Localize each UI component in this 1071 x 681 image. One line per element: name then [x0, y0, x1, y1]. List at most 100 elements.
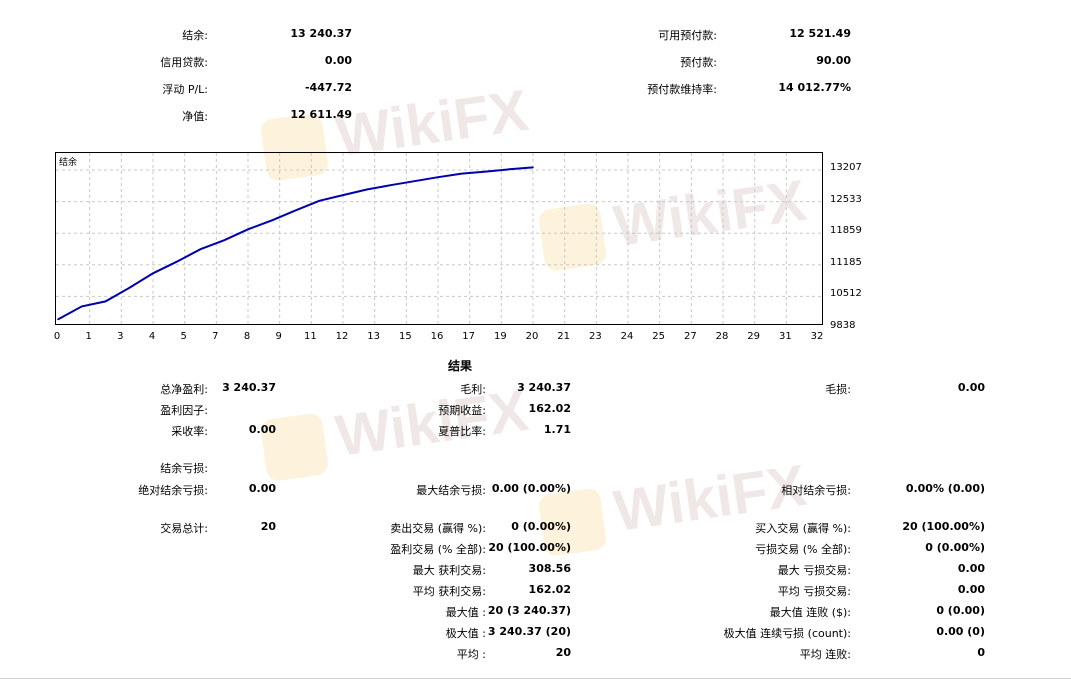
- result-value: 0.00 (0): [936, 625, 985, 638]
- summary-label: 信用贷款:: [160, 56, 208, 69]
- summary-label: 可用预付款:: [658, 29, 717, 42]
- x-tick-label: 20: [525, 331, 539, 342]
- balance-point: [152, 272, 154, 275]
- summary-label: 预付款:: [680, 56, 717, 69]
- result-label: 亏损交易 (% 全部):: [755, 543, 851, 556]
- result-label: 盈利因子:: [160, 404, 208, 417]
- y-tick-label: 11185: [830, 256, 862, 268]
- x-tick-label: 25: [652, 331, 666, 342]
- balance-point: [175, 260, 178, 263]
- y-tick-label: 11859: [830, 225, 862, 237]
- balance-point: [413, 180, 416, 182]
- result-label: 卖出交易 (赢得 %):: [390, 522, 486, 535]
- result-label: 极大值 连续亏损 (count):: [723, 627, 851, 640]
- balance-point: [294, 209, 297, 212]
- result-label: 平均 连败:: [799, 648, 851, 661]
- x-tick-label: 8: [243, 331, 251, 342]
- x-tick-label: 5: [180, 331, 187, 342]
- summary-value: 13 240.37: [290, 27, 352, 40]
- balance-point: [508, 168, 511, 171]
- y-tick-label: 10512: [830, 288, 862, 300]
- result-value: 0.00% (0.00): [905, 482, 985, 495]
- result-value: 20: [555, 646, 571, 659]
- balance-chart: 结余: [55, 152, 823, 325]
- summary-value: 14 012.77%: [778, 81, 851, 94]
- balance-point: [437, 176, 439, 179]
- result-value: 0 (0.00): [936, 604, 985, 617]
- result-value: 3 240.37 (20): [487, 625, 571, 638]
- summary-value: 0.00: [324, 54, 352, 67]
- x-tick-label: 19: [493, 331, 507, 342]
- result-label: 平均 :: [456, 648, 486, 661]
- result-label: 夏普比率:: [438, 425, 486, 438]
- x-tick-label: 28: [715, 331, 729, 342]
- summary-label: 浮动 P/L:: [162, 83, 208, 96]
- result-label: 采收率:: [171, 425, 208, 438]
- balance-point: [104, 300, 107, 303]
- x-tick-label: 13: [367, 331, 381, 342]
- x-tick-label: 7: [212, 331, 219, 342]
- y-tick-label: 9838: [830, 320, 856, 331]
- result-value: 3 240.37: [517, 381, 571, 394]
- x-tick-label: 29: [747, 331, 761, 342]
- summary-label: 净值:: [182, 110, 208, 123]
- result-value: 0 (0.00%): [511, 520, 571, 533]
- result-value: 162.02: [528, 402, 571, 415]
- result-value: 1.71: [543, 423, 571, 436]
- result-label: 平均 亏损交易:: [777, 585, 851, 598]
- x-tick-label: 4: [148, 331, 156, 342]
- result-label: 买入交易 (赢得 %):: [755, 522, 851, 535]
- balance-point: [342, 194, 344, 196]
- balance-point: [365, 188, 368, 191]
- chart-title: 结余: [59, 158, 78, 168]
- x-tick-label: 9: [275, 331, 282, 342]
- result-value: 0.00: [957, 381, 985, 394]
- x-tick-label: 0: [53, 331, 61, 342]
- balance-point: [247, 228, 249, 231]
- result-value: 20 (3 240.37): [487, 604, 571, 617]
- balance-point: [128, 287, 131, 289]
- result-label: 总净盈利:: [160, 383, 208, 396]
- summary-value: 12 521.49: [789, 27, 851, 40]
- watermark-logo: WikiFX: [259, 377, 533, 482]
- result-value: 308.56: [528, 562, 571, 575]
- x-tick-label: 24: [620, 331, 634, 342]
- result-label: 极大值 :: [445, 627, 486, 640]
- result-value: 0 (0.00%): [925, 541, 985, 554]
- x-tick-label: 21: [557, 331, 571, 342]
- result-label: 毛利:: [460, 383, 486, 396]
- y-tick-label: 12533: [830, 193, 862, 205]
- balance-point: [80, 305, 83, 308]
- result-label: 最大值 连败 ($):: [769, 606, 851, 619]
- x-tick-label: 12: [335, 331, 349, 342]
- x-tick-label: 23: [588, 331, 602, 342]
- divider: [0, 678, 1071, 679]
- x-tick-label: 32: [810, 331, 824, 342]
- balance-point: [318, 199, 321, 202]
- result-value: 20 (100.00%): [902, 520, 985, 533]
- summary-label: 结余:: [182, 29, 208, 42]
- summary-value: 12 611.49: [290, 108, 352, 121]
- balance-point: [223, 239, 226, 242]
- balance-point: [270, 219, 273, 222]
- result-label: 结余亏损:: [160, 462, 208, 475]
- balance-point: [199, 248, 202, 250]
- result-value: 0.00: [248, 482, 276, 495]
- result-label: 相对结余亏损:: [781, 484, 851, 497]
- result-label: 绝对结余亏损:: [138, 484, 208, 497]
- result-value: 0.00 (0.00%): [491, 482, 571, 495]
- x-tick-label: 16: [430, 331, 444, 342]
- balance-point: [57, 318, 59, 321]
- x-tick-label: 31: [778, 331, 792, 342]
- result-value: 0: [977, 646, 985, 659]
- result-value: 20 (100.00%): [488, 541, 571, 554]
- x-tick-label: 17: [462, 331, 476, 342]
- x-tick-label: 27: [683, 331, 697, 342]
- balance-point: [460, 172, 463, 175]
- y-tick-label: 13207: [830, 162, 862, 173]
- results-title: 结果: [447, 359, 472, 373]
- summary-label: 预付款维持率:: [647, 83, 717, 96]
- balance-chart-plot: [56, 153, 822, 324]
- x-tick-label: 3: [117, 331, 124, 342]
